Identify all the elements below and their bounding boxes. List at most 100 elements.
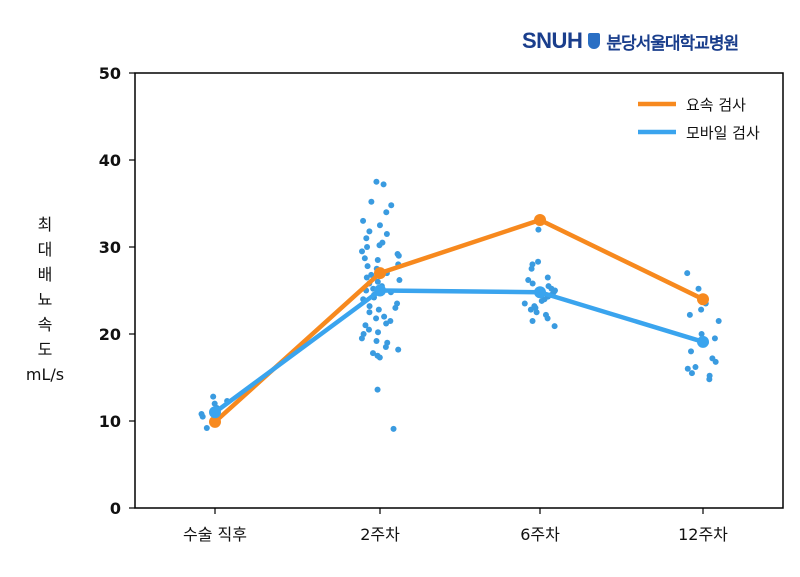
- scatter-point: [706, 376, 713, 383]
- scatter-point: [198, 411, 205, 418]
- logo-mark-icon: [588, 33, 601, 49]
- scatter-point: [364, 244, 371, 250]
- scatter-point: [383, 209, 390, 216]
- series-point-0: [534, 214, 546, 227]
- scatter-point: [361, 255, 368, 262]
- scatter-point: [374, 386, 381, 393]
- scatter-point: [688, 370, 695, 377]
- series-point-0: [209, 415, 221, 428]
- scatter-point: [374, 257, 381, 264]
- scatter-point: [521, 300, 528, 307]
- legend-label-1: 모바일 검사: [686, 124, 760, 142]
- x-tick-label: 2주차: [360, 525, 400, 544]
- scatter-point: [529, 280, 536, 287]
- series-line-1: [213, 288, 704, 415]
- x-tick-label: 수술 직후: [183, 525, 247, 544]
- scatter-point: [528, 265, 535, 272]
- y-tick-label: 0: [110, 499, 121, 518]
- scatter-point: [695, 285, 702, 292]
- scatter-point: [366, 228, 373, 235]
- scatter-point: [380, 181, 387, 188]
- scatter-point: [366, 309, 373, 316]
- y-tick-label: 40: [99, 151, 121, 170]
- scatter-point: [383, 230, 390, 237]
- y-axis-label-char: 배: [37, 265, 53, 284]
- y-axis-label-char: 대: [37, 240, 53, 259]
- scatter-point: [366, 303, 373, 310]
- scatter-point: [396, 277, 403, 284]
- scatter-point: [383, 320, 390, 327]
- scatter-point: [374, 278, 381, 285]
- y-axis-unit: mL/s: [25, 365, 65, 384]
- series-line-0: [213, 217, 704, 424]
- logo-ko: 분당서울대학교병원: [606, 33, 739, 54]
- scatter-point: [525, 277, 532, 284]
- scatter-point: [382, 344, 389, 351]
- scatter-point: [376, 222, 383, 229]
- scatter-point: [698, 331, 705, 337]
- scatter-point: [686, 311, 693, 318]
- scatter-point: [711, 335, 718, 342]
- scatter-point: [363, 235, 370, 242]
- scatter-point: [368, 271, 375, 278]
- x-tick-label: 6주차: [520, 525, 560, 544]
- series-point-1: [374, 284, 386, 297]
- y-tick-label: 50: [99, 64, 121, 83]
- scatter-point: [395, 346, 402, 353]
- series-point-1: [697, 335, 709, 348]
- scatter-point: [359, 248, 366, 255]
- scatter-point: [362, 322, 369, 329]
- scatter-point: [527, 306, 534, 313]
- scatter-point: [535, 226, 542, 233]
- scatter-point: [533, 309, 540, 316]
- scatter-point: [381, 313, 388, 320]
- scatter-point: [692, 364, 699, 371]
- scatter-point: [684, 365, 691, 372]
- scatter-point: [684, 270, 691, 277]
- scatter-point: [390, 425, 397, 432]
- scatter-point: [203, 424, 210, 431]
- series-point-1: [534, 286, 546, 299]
- scatter-point: [376, 242, 383, 249]
- scatter-point: [544, 274, 551, 281]
- y-axis-label-char: 도: [37, 340, 53, 359]
- y-axis-label-char: 속: [37, 315, 53, 334]
- y-tick-label: 30: [99, 238, 121, 257]
- scatter-point: [544, 315, 551, 322]
- plot-frame: [134, 72, 784, 509]
- scatter-point: [698, 306, 705, 313]
- scatter-point: [388, 202, 395, 209]
- scatter-point: [375, 306, 382, 313]
- y-axis-label-char: 뇨: [37, 290, 53, 309]
- series-point-0: [697, 293, 709, 306]
- scatter-point: [365, 326, 372, 333]
- scatter-point: [373, 337, 380, 344]
- scatter-point: [535, 258, 542, 265]
- scatter-point: [688, 348, 695, 355]
- y-tick-label: 20: [99, 325, 121, 344]
- scatter-point: [715, 317, 722, 324]
- snuh-logo: SNUH 분당서울대학교병원: [522, 28, 739, 54]
- scatter-point: [364, 263, 371, 270]
- scatter-point: [369, 350, 376, 357]
- scatter-point: [358, 335, 365, 342]
- y-axis-label-char: 최: [37, 215, 53, 234]
- scatter-point: [712, 358, 719, 365]
- scatter-point: [551, 323, 558, 330]
- scatter-point: [373, 315, 380, 322]
- series-point-0: [374, 267, 386, 280]
- scatter-point: [529, 317, 536, 324]
- scatter-point: [375, 329, 382, 336]
- series-point-1: [209, 406, 221, 419]
- scatter-point: [373, 178, 380, 185]
- scatter-point: [360, 217, 367, 224]
- scatter-point: [395, 252, 402, 259]
- scatter-point: [210, 393, 217, 400]
- x-tick-label: 12주차: [678, 525, 728, 544]
- y-tick-label: 10: [99, 412, 121, 431]
- legend-label-0: 요속 검사: [686, 96, 746, 114]
- scatter-point: [538, 297, 545, 304]
